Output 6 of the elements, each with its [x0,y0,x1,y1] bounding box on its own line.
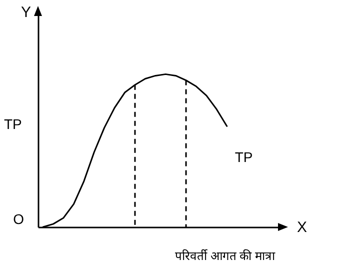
text: O [13,211,24,227]
y-axis-title: Y [21,4,32,21]
text: परिवर्ती आगत की मात्रा [174,249,276,263]
text: TP [4,116,22,132]
series-label: TP [234,149,253,166]
x-axis-title: X [297,219,308,236]
